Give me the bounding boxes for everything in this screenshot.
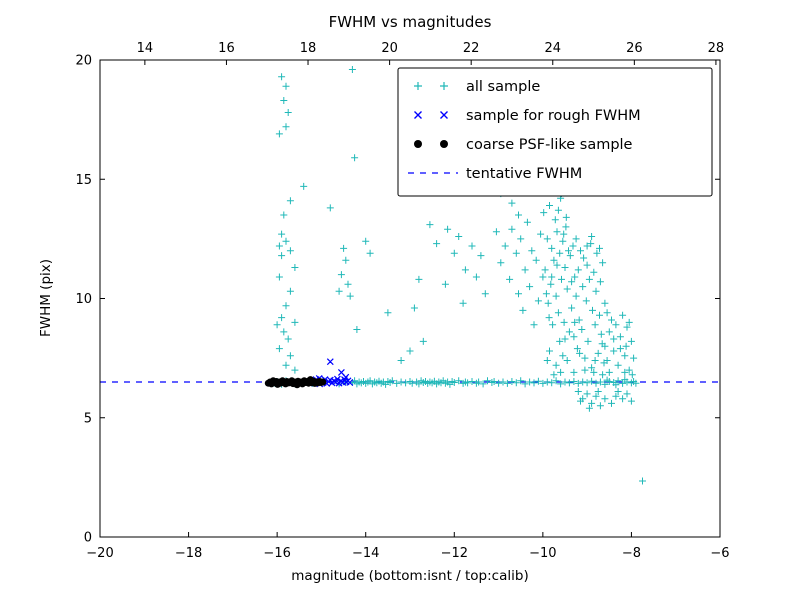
x-axis-label: magnitude (bottom:isnt / top:calib) <box>291 568 528 584</box>
legend-label: tentative FWHM <box>466 166 582 182</box>
series-coarse-psf-like-sample <box>264 376 327 389</box>
x-tick-label: −6 <box>710 546 729 561</box>
x-tick-label: −12 <box>441 546 468 561</box>
legend-x-icon <box>440 111 448 119</box>
top-x-tick-label: 22 <box>463 41 480 56</box>
top-x-tick-label: 18 <box>300 41 317 56</box>
scatter-point-coarse-psf-like-sample <box>306 376 314 384</box>
top-x-tick-label: 24 <box>544 41 561 56</box>
y-axis-label: FWHM (pix) <box>38 259 54 337</box>
x-tick-label: −8 <box>622 546 641 561</box>
chart-title: FWHM vs magnitudes <box>329 13 492 31</box>
axes-layer: −20 −18 −16 −14 −12 −10 −8 −6 14 16 18 20 22 24 26 28 0 5… <box>75 41 729 561</box>
legend-box <box>397 67 713 197</box>
legend-circle-icon <box>414 140 422 148</box>
x-tick-label: −20 <box>86 546 113 561</box>
legend-entry-sample-for-rough-fwhm: sample for rough FWHM <box>414 108 641 124</box>
x-tick-label: −16 <box>263 546 290 561</box>
x-tick-label: −14 <box>352 546 379 561</box>
x-tick-label: −10 <box>529 546 556 561</box>
legend-plus-icon <box>414 82 422 90</box>
y-tick-label: 20 <box>75 54 92 69</box>
series-layer <box>100 66 720 485</box>
legend-x-icon <box>414 111 422 119</box>
y-tick-label: 10 <box>75 292 92 307</box>
top-x-tick-label: 14 <box>137 41 154 56</box>
top-x-tick-label: 16 <box>218 41 235 56</box>
legend-plus-icon <box>440 82 448 90</box>
top-x-tick-label: 20 <box>381 41 398 56</box>
legend-circle-icon <box>440 140 448 148</box>
y-tick-label: 5 <box>84 411 92 426</box>
legend-label: sample for rough FWHM <box>466 108 641 124</box>
top-x-tick-label: 28 <box>708 41 725 56</box>
scatter-point-coarse-psf-like-sample <box>319 378 327 386</box>
y-tick-label: 0 <box>84 531 92 546</box>
scatter-point-coarse-psf-like-sample <box>293 381 301 389</box>
x-tick-label: −18 <box>175 546 202 561</box>
legend-label: all sample <box>466 79 540 95</box>
top-x-tick-label: 26 <box>626 41 643 56</box>
legend-entry-all-sample: all sample <box>414 79 540 95</box>
legend-entry-coarse-psf-like-sample: coarse PSF-like sample <box>414 137 633 153</box>
legend-entry-tentative-fwhm: tentative FWHM <box>408 166 582 182</box>
legend: all sample sample for rough FWHM coarse PS… <box>397 67 713 197</box>
legend-label: coarse PSF-like sample <box>466 137 633 153</box>
y-tick-label: 15 <box>75 173 92 188</box>
